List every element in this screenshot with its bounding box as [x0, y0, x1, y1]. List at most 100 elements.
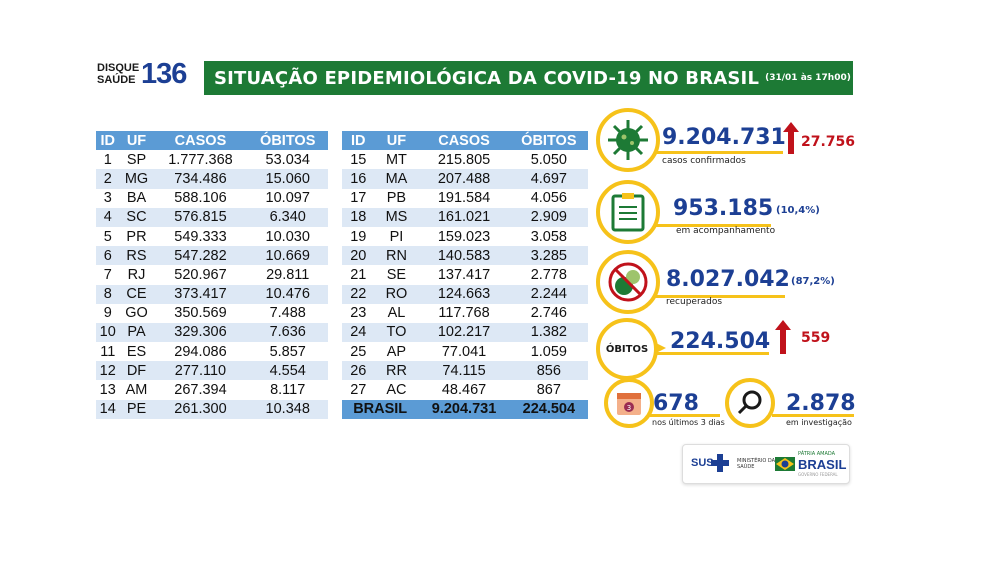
table-cell: 10.030 [265, 228, 310, 245]
recovered-value: 8.027.042 [666, 267, 790, 292]
monitoring-underline [655, 224, 771, 227]
table-row: 22 RO 124.663 2.244 [342, 284, 588, 304]
table-cell: 23 [350, 305, 367, 322]
virus-icon [608, 120, 648, 160]
deaths-badge: ÓBITOS [605, 343, 649, 355]
calendar-icon: 3 [617, 393, 641, 415]
increase-arrow-icon [775, 320, 791, 354]
table-cell: 17 [350, 190, 367, 207]
column-header: ID [342, 131, 375, 151]
table-cell: 2.244 [509, 284, 588, 304]
table-row: 20 RN 140.583 3.285 [342, 246, 588, 266]
column-header: CASOS [418, 131, 510, 151]
table-row: 9 GO 350.569 7.488 [96, 304, 328, 323]
column-header: ID [96, 131, 120, 151]
table-cell: 53.034 [265, 151, 310, 168]
brazil-flag-icon [775, 457, 795, 471]
monitoring-value: 953.185 [673, 196, 774, 221]
table-cell: 9 [103, 305, 112, 322]
table-cell: 24 [342, 322, 375, 343]
table-cell: 10.669 [247, 246, 328, 266]
table-cell: 18 [342, 207, 375, 227]
table-cell: 2 [96, 169, 120, 189]
column-header: ÓBITOS [509, 131, 588, 151]
column-header: CASOS [153, 131, 248, 151]
table-row: 25 AP 77.041 1.059 [342, 342, 588, 361]
table-cell: SC [119, 207, 154, 227]
table-cell: 1 [103, 151, 112, 168]
table-cell: 159.023 [437, 228, 491, 245]
table-cell: 2.909 [509, 207, 588, 227]
table-row: 18 MS 161.021 2.909 [342, 207, 588, 227]
table-cell: 15 [350, 151, 367, 168]
recovered-underline [655, 295, 785, 298]
table-row: 1 SP 1.777.368 53.034 [96, 150, 328, 169]
table-row: 24 TO 102.217 1.382 [342, 322, 588, 343]
table-row: 19 PI 159.023 3.058 [342, 227, 588, 246]
table-cell: 215.805 [437, 151, 491, 168]
table-cell: 267.394 [174, 382, 227, 399]
table-row: 10 PA 329.306 7.636 [96, 322, 328, 343]
confirmed-label: casos confirmados [662, 156, 746, 166]
title-bar: SITUAÇÃO EPIDEMIOLÓGICA DA COVID-19 NO B… [204, 61, 853, 95]
table-cell: 25 [350, 343, 367, 360]
table-cell: 549.333 [174, 228, 227, 245]
table-cell: 10.348 [247, 399, 328, 419]
table-cell: 3.285 [509, 246, 588, 266]
table-cell: 2.778 [530, 266, 567, 283]
table-header-row: ID UF CASOS ÓBITOS [96, 131, 328, 151]
states-table-right: ID UF CASOS ÓBITOS 15 MT 215.805 5.050 16 MA 207.… [342, 131, 588, 419]
table-cell: 26 [342, 361, 375, 381]
table-cell: 22 [342, 284, 375, 304]
table-cell: 29.811 [266, 266, 310, 283]
table-cell: 124.663 [418, 284, 510, 304]
table-cell: 856 [509, 361, 588, 381]
clipboard-icon-circle [596, 180, 660, 244]
table-cell: 5 [103, 228, 112, 245]
recent-underline [650, 414, 720, 417]
table-cell: 520.967 [174, 266, 227, 283]
table-row: 15 MT 215.805 5.050 [342, 150, 588, 169]
states-table-left: ID UF CASOS ÓBITOS 1 SP 1.777.368 53.034 2 MG 734… [96, 131, 328, 419]
table-row: 16 MA 207.488 4.697 [342, 169, 588, 189]
recent-deaths-label: nos últimos 3 dias [652, 418, 725, 427]
table-row: 23 AL 117.768 2.746 [342, 304, 588, 323]
table-cell: 4.056 [530, 190, 567, 207]
table-cell: GO [125, 305, 148, 322]
table-row: 26 RR 74.115 856 [342, 361, 588, 381]
table-row: 27 AC 48.467 867 [342, 380, 588, 399]
ministry-line1: MINISTÉRIO DA [737, 458, 776, 464]
table-cell: 20 [342, 246, 375, 266]
sus-logo: SUS [691, 457, 714, 469]
recent-deaths-value: 678 [653, 391, 699, 416]
magnifier-icon [737, 390, 762, 415]
deaths-increase: 559 [801, 330, 831, 346]
total-label: BRASIL [342, 399, 419, 419]
table-row: 11 ES 294.086 5.857 [96, 342, 328, 361]
table-cell: RS [119, 246, 154, 266]
column-header: ÓBITOS [247, 131, 328, 151]
deaths-underline [655, 352, 769, 355]
ministry-logo: MINISTÉRIO DA SAÚDE [737, 458, 775, 470]
confirmed-increase: 27.756 [801, 134, 856, 150]
table-cell: PE [119, 399, 154, 419]
table-row: 14 PE 261.300 10.348 [96, 399, 328, 419]
table-cell: 329.306 [153, 322, 248, 343]
disque-saude-logo: DISQUE SAÚDE 136 [93, 58, 193, 92]
table-cell: CE [119, 284, 154, 304]
table-cell: 4 [96, 207, 120, 227]
government-logos: SUS MINISTÉRIO DA SAÚDE PÁTRIA AMADA BRA… [682, 444, 850, 484]
column-header: UF [119, 131, 154, 151]
table-cell: MT [385, 151, 407, 168]
table-row: 7 RJ 520.967 29.811 [96, 265, 328, 284]
table-cell: 14 [96, 399, 120, 419]
table-cell: RJ [127, 266, 146, 283]
table-cell: 373.417 [153, 284, 248, 304]
table-cell: 4.554 [247, 361, 328, 381]
table-cell: 8 [96, 284, 120, 304]
table-cell: 576.815 [153, 207, 248, 227]
table-cell: PI [389, 228, 404, 245]
table-cell: SE [386, 266, 407, 283]
table-cell: ES [126, 343, 147, 360]
table-row: 6 RS 547.282 10.669 [96, 246, 328, 266]
